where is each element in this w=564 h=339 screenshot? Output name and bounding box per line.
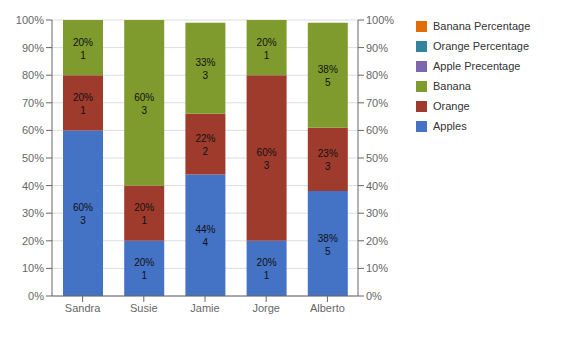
svg-text:20%: 20%	[73, 92, 93, 103]
svg-text:50%: 50%	[366, 152, 388, 164]
svg-text:Susie: Susie	[130, 302, 158, 314]
svg-text:20%: 20%	[257, 257, 277, 268]
svg-text:60%: 60%	[366, 124, 388, 136]
svg-text:20%: 20%	[22, 235, 44, 247]
svg-text:40%: 40%	[366, 180, 388, 192]
svg-text:1: 1	[264, 270, 270, 281]
svg-text:0%: 0%	[366, 290, 382, 302]
html-text:Apple Precentage: Apple Precentage	[433, 60, 521, 72]
svg-text:1: 1	[141, 215, 147, 226]
svg-text:33%: 33%	[195, 57, 215, 68]
svg-text:2: 2	[203, 146, 209, 157]
svg-text:3: 3	[264, 160, 270, 171]
html-text:Banana Percentage: Banana Percentage	[433, 20, 531, 32]
svg-text:20%: 20%	[134, 202, 154, 213]
svg-text:38%: 38%	[318, 233, 338, 244]
svg-text:44%: 44%	[195, 224, 215, 235]
svg-text:10%: 10%	[366, 262, 388, 274]
html-text:Orange: Orange	[433, 100, 470, 112]
svg-text:22%: 22%	[195, 133, 215, 144]
svg-text:3: 3	[80, 215, 86, 226]
svg-text:60%: 60%	[22, 124, 44, 136]
svg-text:60%: 60%	[73, 202, 93, 213]
svg-text:60%: 60%	[257, 147, 277, 158]
svg-text:30%: 30%	[366, 207, 388, 219]
svg-text:20%: 20%	[134, 257, 154, 268]
svg-text:1: 1	[264, 50, 270, 61]
html-text:Apples: Apples	[433, 120, 467, 132]
svg-text:20%: 20%	[73, 37, 93, 48]
svg-text:20%: 20%	[366, 235, 388, 247]
svg-text:80%: 80%	[22, 69, 44, 81]
svg-text:70%: 70%	[22, 97, 44, 109]
svg-text:3: 3	[325, 161, 331, 172]
svg-text:5: 5	[325, 77, 331, 88]
svg-text:38%: 38%	[318, 64, 338, 75]
svg-text:Sandra: Sandra	[65, 302, 101, 314]
svg-text:1: 1	[141, 270, 147, 281]
svg-text:0%: 0%	[28, 290, 44, 302]
html-text:Orange Percentage: Orange Percentage	[433, 40, 529, 52]
svg-text:5: 5	[325, 246, 331, 257]
svg-text:23%: 23%	[318, 148, 338, 159]
svg-text:1: 1	[80, 50, 86, 61]
svg-text:Jamie: Jamie	[190, 302, 219, 314]
svg-text:90%: 90%	[22, 42, 44, 54]
svg-text:40%: 40%	[22, 180, 44, 192]
svg-text:100%: 100%	[366, 14, 394, 26]
svg-text:4: 4	[203, 237, 209, 248]
html-text:Banana: Banana	[433, 80, 471, 92]
svg-text:30%: 30%	[22, 207, 44, 219]
svg-text:20%: 20%	[257, 37, 277, 48]
svg-text:80%: 80%	[366, 69, 388, 81]
svg-text:3: 3	[203, 70, 209, 81]
svg-text:50%: 50%	[22, 152, 44, 164]
svg-text:60%: 60%	[134, 92, 154, 103]
svg-text:10%: 10%	[22, 262, 44, 274]
svg-text:1: 1	[80, 105, 86, 116]
svg-text:3: 3	[141, 105, 147, 116]
svg-text:Jorge: Jorge	[252, 302, 280, 314]
svg-text:100%: 100%	[16, 14, 44, 26]
svg-text:Alberto: Alberto	[310, 302, 345, 314]
svg-text:90%: 90%	[366, 42, 388, 54]
svg-text:70%: 70%	[366, 97, 388, 109]
